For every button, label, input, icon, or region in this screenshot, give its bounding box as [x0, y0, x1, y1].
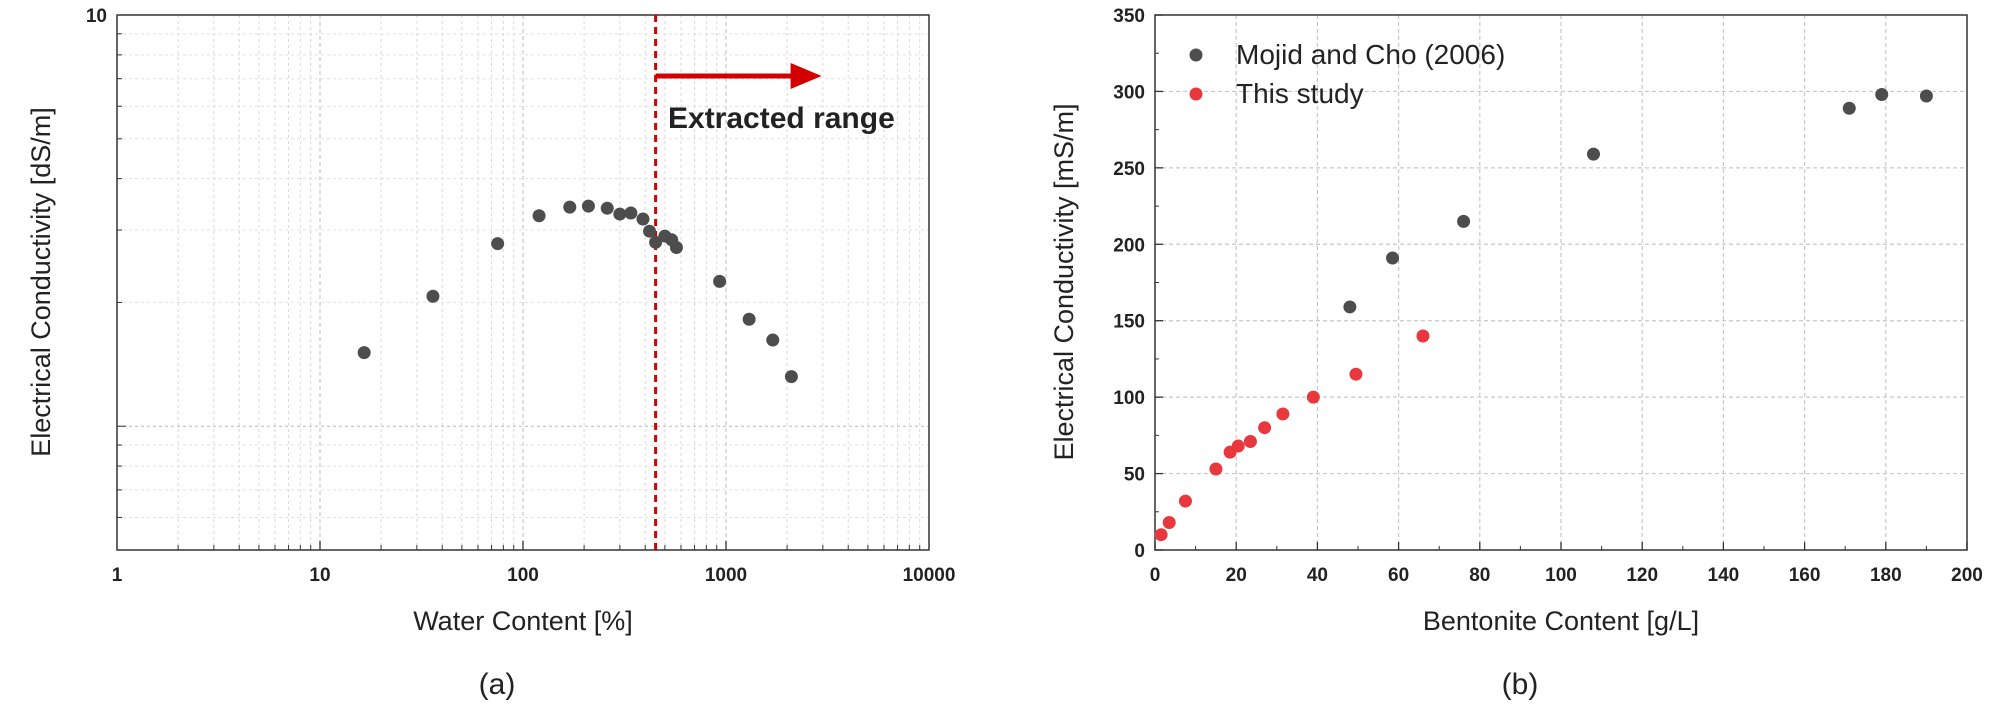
panel-a-water-content-chart: 1 10 100 1000 10000 10 Extracted range Water… — [26, 6, 955, 701]
panel-b-x-tick-label: 0 — [1150, 565, 1161, 586]
panel-b-grid — [1155, 15, 1967, 550]
panel-b-x-tick-label: 60 — [1388, 565, 1409, 586]
panel-a-data-point — [563, 200, 577, 214]
panel-a-x-axis-title: Water Content [%] — [413, 606, 633, 636]
panel-b-y-tick-label: 200 — [1113, 235, 1145, 256]
panel-b-data-points — [1154, 87, 1933, 542]
panel-a-data-point — [532, 209, 546, 223]
panel-a-y-tick-labels: 10 — [86, 6, 107, 27]
panel-a-y-axis-title: Electrical Conductivity [dS/m] — [26, 107, 56, 457]
arrow-head — [790, 63, 822, 89]
legend-label-this-study: This study — [1236, 78, 1364, 109]
panel-a-data-point — [613, 207, 627, 221]
panel-b-x-tick-labels: 0 20 40 60 80 100 120 140 160 180 200 — [1150, 565, 1983, 586]
this-study-data-point — [1209, 462, 1223, 476]
panel-a-data-point — [766, 333, 780, 347]
panel-b-x-tick-label: 140 — [1708, 565, 1740, 586]
panel-a-x-tick-labels: 1 10 100 1000 10000 — [112, 565, 956, 586]
panel-a-data-point — [742, 312, 756, 326]
panel-a-data-point — [581, 199, 595, 213]
panel-b-y-tick-label: 250 — [1113, 159, 1145, 180]
panel-b-x-tick-label: 120 — [1626, 565, 1658, 586]
panel-a-tick-marks — [117, 33, 921, 550]
panel-a-data-point — [636, 212, 650, 226]
panel-b-y-tick-label: 350 — [1113, 6, 1145, 27]
panel-b-legend: Mojid and Cho (2006) This study — [1189, 39, 1505, 109]
legend-label-mojid-and-cho: Mojid and Cho (2006) — [1236, 39, 1505, 70]
this-study-data-point — [1416, 329, 1430, 343]
panel-b-y-tick-label: 300 — [1113, 82, 1145, 103]
extracted-range-label: Extracted range — [668, 102, 895, 135]
mojid-and-cho-data-point — [1457, 214, 1471, 228]
panel-b-x-tick-label: 40 — [1307, 565, 1328, 586]
mojid-and-cho-data-point — [1586, 147, 1600, 161]
panel-a-data-point — [643, 224, 657, 238]
panel-b-y-axis-title: Electrical Conductivity [mS/m] — [1049, 103, 1079, 460]
panel-a-data-point — [600, 201, 614, 215]
panel-a-x-tick-label: 100 — [507, 565, 539, 586]
panel-a-x-tick-label: 1000 — [705, 565, 747, 586]
panel-a-data-point — [624, 206, 638, 220]
panel-b-y-tick-labels: 0 50 100 150 200 250 300 350 — [1113, 6, 1145, 562]
panel-a-data-point — [426, 289, 440, 303]
panel-b-x-tick-label: 20 — [1226, 565, 1247, 586]
panel-a-grid — [117, 15, 929, 550]
this-study-data-point — [1243, 434, 1257, 448]
this-study-data-point — [1178, 494, 1192, 508]
panel-a-data-point — [357, 346, 371, 360]
this-study-data-point — [1258, 421, 1272, 435]
panel-b-y-tick-label: 0 — [1134, 541, 1145, 562]
panel-a-x-tick-label: 1 — [112, 565, 123, 586]
panel-b-x-tick-label: 180 — [1870, 565, 1902, 586]
panel-b-x-tick-label: 200 — [1951, 565, 1983, 586]
mojid-and-cho-data-point — [1842, 101, 1856, 115]
this-study-data-point — [1349, 367, 1363, 381]
mojid-and-cho-data-point — [1386, 251, 1400, 265]
panel-a-data-point — [784, 370, 798, 384]
panel-a-label: (a) — [479, 668, 516, 701]
panel-b-tick-marks — [1154, 14, 1968, 551]
panel-a-data-points — [357, 199, 798, 384]
panel-a-y-tick-label: 10 — [86, 6, 107, 27]
panel-b-x-tick-label: 160 — [1789, 565, 1821, 586]
legend-marker-mojid-and-cho — [1189, 48, 1203, 62]
mojid-and-cho-data-point — [1343, 300, 1357, 314]
this-study-data-point — [1162, 515, 1176, 529]
panel-a-x-tick-label: 10000 — [903, 565, 956, 586]
panel-a-data-point — [669, 241, 683, 255]
extracted-range-arrow — [655, 63, 822, 89]
this-study-data-point — [1154, 528, 1168, 542]
panel-a-data-point — [713, 274, 727, 288]
this-study-data-point — [1276, 407, 1290, 421]
panel-a-data-point — [649, 235, 663, 249]
panel-b-x-axis-title: Bentonite Content [g/L] — [1423, 606, 1699, 636]
mojid-and-cho-data-point — [1875, 87, 1889, 101]
mojid-and-cho-data-point — [1919, 89, 1933, 103]
panel-a-x-tick-label: 10 — [309, 565, 330, 586]
panel-b-y-tick-label: 50 — [1124, 465, 1145, 486]
panel-b-x-tick-label: 100 — [1545, 565, 1577, 586]
panel-b-y-tick-label: 150 — [1113, 312, 1145, 333]
panel-b-y-tick-label: 100 — [1113, 388, 1145, 409]
panel-b-bentonite-content-chart: 0 20 40 60 80 100 120 140 160 180 200 0 50 100 150 200… — [1049, 6, 1983, 701]
panel-b-label: (b) — [1502, 668, 1539, 701]
panel-b-x-tick-label: 80 — [1469, 565, 1490, 586]
panel-a-data-point — [491, 237, 505, 251]
this-study-data-point — [1306, 390, 1320, 404]
this-study-data-point — [1231, 439, 1245, 453]
legend-marker-this-study — [1189, 87, 1203, 101]
